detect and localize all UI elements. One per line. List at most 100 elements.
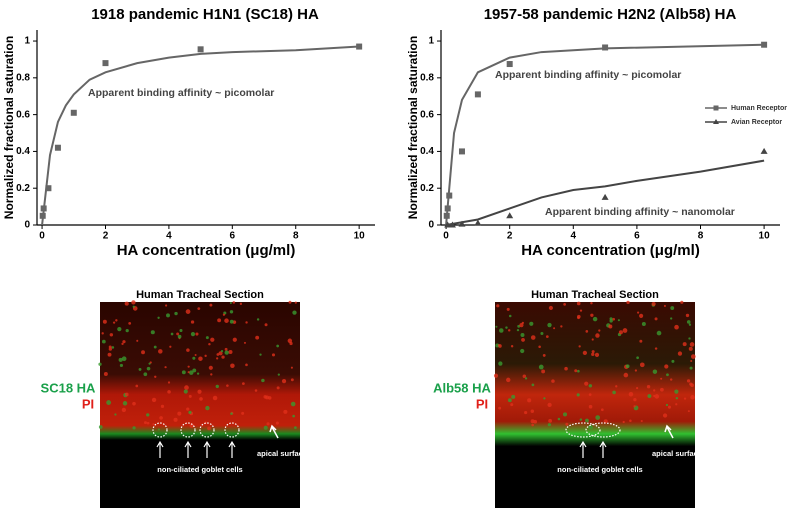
legend-marker — [713, 119, 719, 124]
nucleus — [524, 377, 528, 380]
data-point — [197, 46, 204, 53]
nucleus — [109, 333, 114, 337]
nucleus — [242, 382, 245, 386]
nucleus — [675, 397, 679, 400]
nucleus — [603, 419, 608, 424]
counterstain-label: PI — [82, 396, 94, 411]
x-axis-label: HA concentration (μg/ml) — [521, 242, 700, 259]
y-tick-label: 1 — [428, 36, 434, 47]
nucleus — [138, 367, 142, 371]
nucleus — [263, 425, 268, 430]
nucleus — [585, 418, 589, 423]
fit-line — [445, 159, 765, 226]
chart-title: 1957-58 pandemic H2N2 (Alb58) HA — [484, 6, 737, 23]
nucleus — [255, 335, 260, 340]
nucleus — [188, 394, 192, 398]
data-point — [506, 61, 513, 68]
fit-line — [41, 45, 360, 226]
nucleus — [562, 412, 568, 417]
nucleus — [98, 362, 102, 366]
nucleus — [208, 342, 211, 346]
nucleus — [623, 372, 629, 378]
nucleus — [557, 417, 561, 421]
nucleus — [654, 394, 660, 399]
nucleus — [205, 405, 210, 411]
nucleus — [629, 419, 632, 422]
x-tick-label: 0 — [39, 231, 45, 242]
nucleus — [622, 328, 628, 333]
nucleus — [224, 350, 229, 355]
nucleus — [143, 372, 148, 377]
arrow — [269, 424, 279, 439]
nucleus — [608, 324, 613, 329]
nucleus — [637, 311, 640, 314]
nucleus — [195, 332, 199, 336]
nucleus — [243, 341, 247, 344]
surface-label: apical surface — [652, 449, 702, 458]
nucleus — [516, 328, 520, 332]
nucleus — [598, 329, 601, 332]
arrow — [184, 440, 192, 458]
nucleus — [688, 323, 692, 326]
nucleus — [628, 391, 634, 397]
nucleus — [187, 371, 190, 374]
nucleus — [595, 415, 601, 420]
nucleus — [609, 317, 613, 321]
nucleus — [591, 338, 594, 341]
nucleus — [496, 304, 500, 308]
nucleus — [541, 369, 546, 374]
nucleus — [154, 375, 157, 378]
nucleus — [646, 385, 651, 389]
nucleus — [204, 354, 207, 358]
chart-title: 1918 pandemic H1N1 (SC18) HA — [91, 6, 319, 23]
data-point — [102, 60, 109, 67]
nucleus — [651, 301, 656, 307]
nucleus — [641, 322, 646, 327]
nucleus — [101, 332, 104, 335]
annotation: Apparent binding affinity ~ picomolar — [495, 69, 681, 81]
arrow — [664, 424, 674, 439]
panel-title: Human Tracheal Section — [136, 289, 264, 301]
nucleus — [229, 301, 232, 305]
nucleus — [588, 393, 592, 396]
nucleus — [197, 307, 201, 311]
fit-line — [445, 43, 765, 226]
nucleus — [290, 366, 293, 369]
nucleus — [245, 321, 248, 324]
nucleus — [626, 300, 630, 305]
nucleus — [283, 409, 288, 414]
nucleus — [173, 417, 178, 422]
nucleus — [184, 385, 189, 390]
nucleus — [689, 342, 695, 347]
nucleus — [141, 350, 145, 355]
nucleus — [181, 370, 186, 375]
nucleus — [634, 369, 638, 372]
y-tick-label: 0.8 — [420, 72, 434, 83]
y-tick-label: 0 — [24, 220, 30, 231]
nucleus — [585, 330, 589, 333]
nucleus — [588, 384, 593, 388]
nucleus — [576, 393, 580, 397]
nucleus — [222, 313, 226, 316]
nucleus — [265, 395, 270, 400]
nucleus — [639, 339, 643, 343]
nucleus — [527, 398, 532, 403]
nucleus — [687, 410, 690, 413]
nucleus — [591, 350, 595, 354]
nucleus — [551, 379, 555, 383]
nucleus — [194, 353, 197, 356]
nucleus — [690, 359, 693, 363]
nucleus — [639, 362, 645, 368]
y-tick-label: 1 — [24, 36, 30, 47]
nucleus — [680, 300, 684, 304]
nucleus — [577, 316, 580, 320]
nucleus — [287, 338, 293, 344]
nucleus — [135, 384, 139, 388]
nucleus — [652, 369, 658, 374]
x-tick-label: 6 — [634, 231, 640, 242]
nucleus — [688, 346, 693, 351]
nucleus — [663, 304, 666, 308]
data-point — [70, 109, 77, 116]
nucleus — [275, 421, 279, 425]
cell-label: non-ciliated goblet cells — [157, 465, 242, 474]
